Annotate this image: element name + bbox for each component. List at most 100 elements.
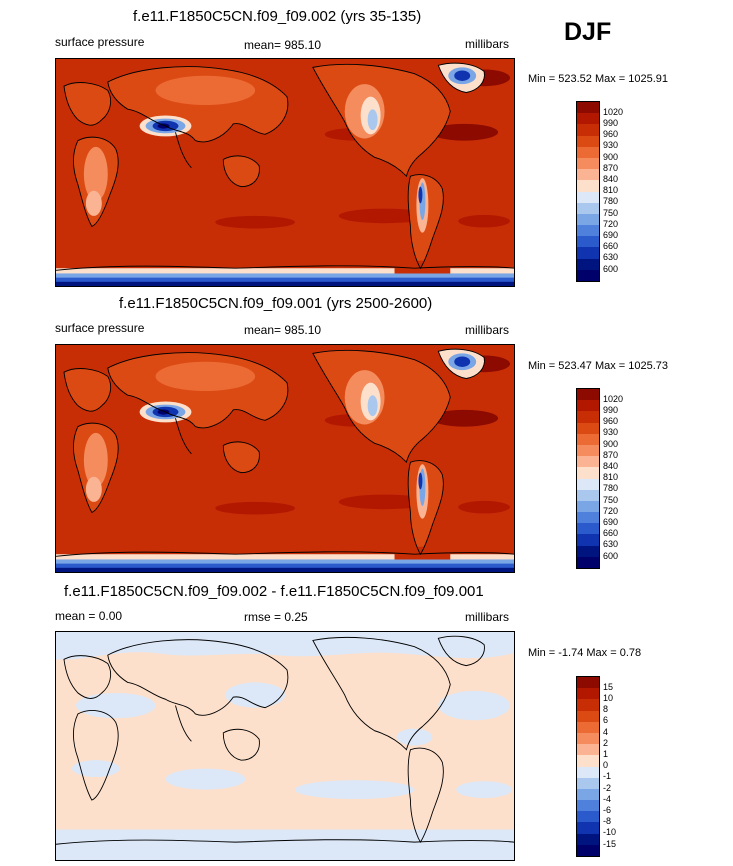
- colorbar-level-label: 900: [603, 151, 619, 162]
- colorbar-level-label: 870: [603, 449, 619, 460]
- colorbar-swatch: [577, 500, 599, 513]
- panel-2-mean: mean= 985.10: [244, 323, 322, 337]
- panel-1-units: millibars: [465, 37, 510, 51]
- colorbar-swatch: [577, 755, 599, 767]
- colorbar-swatch: [577, 811, 599, 823]
- colorbar-level-label: 810: [603, 472, 619, 483]
- colorbar-swatch: [577, 489, 599, 501]
- colorbar-swatch: [577, 844, 599, 856]
- colorbar-swatch: [577, 247, 599, 259]
- panel-1-map: [55, 58, 515, 287]
- colorbar-level-label: 10: [603, 692, 614, 703]
- panel-2-units: millibars: [465, 323, 510, 337]
- colorbar-level-label: 780: [603, 196, 619, 207]
- colorbar-swatch: [577, 788, 599, 801]
- colorbar-swatch: [577, 677, 599, 689]
- colorbar-swatch: [577, 400, 599, 412]
- colorbar-swatch: [577, 169, 599, 181]
- colorbar-swatch: [577, 478, 599, 490]
- colorbar-level-label: 8: [603, 704, 609, 715]
- colorbar-swatch: [577, 411, 599, 423]
- colorbar-swatch: [577, 777, 599, 789]
- panel-1-title: f.e11.F1850C5CN.f09_f09.002 (yrs 35-135): [133, 8, 422, 25]
- colorbar-level-label: 840: [603, 460, 619, 471]
- colorbar-level-label: 990: [603, 117, 619, 128]
- colorbar-level-label: 720: [603, 218, 619, 229]
- colorbar-level-label: 690: [603, 229, 619, 240]
- colorbar-level-label: 960: [603, 129, 619, 140]
- colorbar-swatch: [577, 833, 599, 845]
- colorbar-swatch: [577, 146, 599, 158]
- colorbar-level-label: 690: [603, 516, 619, 527]
- colorbar-level-label: 2: [603, 737, 609, 748]
- colorbar-swatch: [577, 180, 599, 192]
- colorbar-level-label: 0: [603, 760, 609, 771]
- panel-3-minmax: Min = -1.74 Max = 0.78: [528, 647, 642, 659]
- colorbar-level-label: 930: [603, 140, 619, 151]
- colorbar-level-label: 1020: [603, 106, 624, 117]
- colorbar-level-label: 900: [603, 438, 619, 449]
- colorbar-swatch: [577, 157, 599, 170]
- colorbar-swatch: [577, 688, 599, 700]
- panel-3-units: millibars: [465, 610, 510, 624]
- colorbar-level-label: 1020: [603, 393, 624, 404]
- colorbar-swatch: [577, 422, 599, 434]
- colorbar-level-label: 6: [603, 715, 609, 726]
- colorbar-level-label: 600: [603, 550, 619, 561]
- colorbar-swatch: [577, 191, 599, 203]
- panel-1-colorbar: [576, 101, 600, 282]
- colorbar-swatch: [577, 124, 599, 136]
- panel-3-mean: mean = 0.00: [55, 609, 123, 623]
- colorbar-level-label: -10: [603, 827, 617, 838]
- panel-2-map: [55, 344, 515, 573]
- colorbar-swatch: [577, 710, 599, 722]
- panel-3-map: [55, 631, 515, 861]
- colorbar-swatch: [577, 822, 599, 834]
- panel-2-variable: surface pressure: [55, 321, 145, 335]
- panel-2-minmax: Min = 523.47 Max = 1025.73: [528, 360, 669, 372]
- colorbar-swatch: [577, 721, 599, 733]
- colorbar-swatch: [577, 102, 599, 114]
- colorbar-swatch: [577, 135, 599, 147]
- colorbar-swatch: [577, 202, 599, 214]
- colorbar-level-label: 720: [603, 505, 619, 516]
- colorbar-level-label: 630: [603, 252, 619, 263]
- colorbar-level-label: -1: [603, 771, 612, 782]
- colorbar-level-label: 810: [603, 185, 619, 196]
- colorbar-swatch: [577, 467, 599, 479]
- colorbar-level-label: 870: [603, 162, 619, 173]
- colorbar-swatch: [577, 512, 599, 524]
- panel-3-title: f.e11.F1850C5CN.f09_f09.002 - f.e11.F185…: [64, 583, 484, 600]
- colorbar-level-label: 750: [603, 494, 619, 505]
- colorbar-level-label: -8: [603, 816, 612, 827]
- colorbar-swatch: [577, 236, 599, 248]
- colorbar-swatch: [577, 225, 599, 237]
- panel-1-variable: surface pressure: [55, 35, 145, 49]
- colorbar-swatch: [577, 389, 599, 401]
- colorbar-level-label: 750: [603, 207, 619, 218]
- colorbar-level-label: -15: [603, 838, 617, 849]
- colorbar-swatch: [577, 269, 599, 281]
- panel-3-rmse: rmse = 0.25: [244, 610, 308, 624]
- colorbar-level-label: 990: [603, 404, 619, 415]
- panel-1-mean: mean= 985.10: [244, 38, 322, 52]
- colorbar-swatch: [577, 456, 599, 468]
- colorbar-level-label: 930: [603, 427, 619, 438]
- colorbar-level-label: 960: [603, 416, 619, 427]
- panel-2-title: f.e11.F1850C5CN.f09_f09.001 (yrs 2500-26…: [119, 295, 433, 312]
- colorbar-swatch: [577, 744, 599, 756]
- colorbar-level-label: 840: [603, 173, 619, 184]
- panel-1-minmax: Min = 523.52 Max = 1025.91: [528, 73, 669, 85]
- colorbar-level-label: 630: [603, 539, 619, 550]
- colorbar-swatch: [577, 534, 599, 546]
- colorbar-level-label: 15: [603, 681, 614, 692]
- colorbar-level-label: -6: [603, 804, 612, 815]
- colorbar-swatch: [577, 433, 599, 445]
- colorbar-level-label: 660: [603, 241, 619, 252]
- season-label: DJF: [564, 18, 612, 46]
- colorbar-swatch: [577, 766, 599, 778]
- colorbar-level-label: 1: [603, 748, 609, 759]
- colorbar-swatch: [577, 545, 599, 557]
- colorbar-level-label: 780: [603, 483, 619, 494]
- colorbar-swatch: [577, 213, 599, 226]
